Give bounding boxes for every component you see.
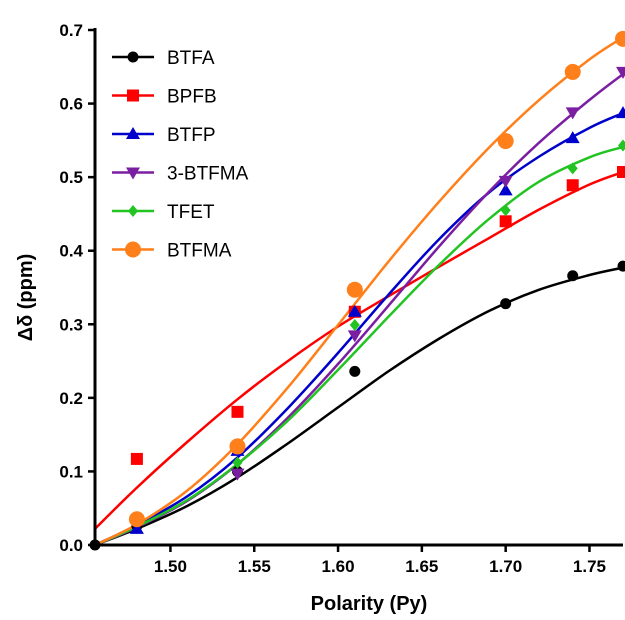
data-point-btfma: [229, 438, 245, 454]
legend-marker: [128, 205, 138, 217]
legend-marker: [128, 52, 139, 63]
legend: BTFA BPFB BTFP 3-BTFMA TFET BTFMA: [112, 48, 249, 262]
y-tick-label: 0.3: [59, 315, 83, 334]
data-point-btfma: [129, 511, 145, 527]
y-axis-title: Δδ (ppm): [15, 254, 37, 342]
data-point-btfma: [498, 133, 514, 149]
fit-curve-bpfb: [95, 172, 623, 529]
y-tick-label: 0.4: [59, 242, 83, 261]
legend-item-3-btfma: 3-BTFMA: [112, 164, 249, 185]
data-point-bpfb: [231, 406, 243, 418]
y-tick-label: 0.2: [59, 389, 83, 408]
legend-item-btfp: BTFP: [112, 125, 216, 146]
data-point-bpfb: [500, 215, 512, 227]
legend-marker: [125, 242, 141, 258]
data-point-btfa: [500, 298, 511, 309]
y-tick-label: 0.0: [59, 536, 83, 555]
x-tick-label: 1.65: [405, 557, 438, 576]
x-tick-label: 1.70: [489, 557, 522, 576]
legend-label: TFET: [167, 202, 215, 223]
data-point-btfma: [565, 64, 581, 80]
x-tick-label: 1.75: [573, 557, 606, 576]
data-point-layer: [90, 31, 625, 551]
legend-item-bpfb: BPFB: [112, 87, 217, 108]
legend-marker: [127, 90, 139, 102]
y-tick-label: 0.7: [59, 21, 83, 40]
legend-item-btfa: BTFA: [112, 48, 215, 69]
x-tick-label: 1.60: [322, 557, 355, 576]
data-point-btfma: [347, 282, 363, 298]
data-point-btfa: [349, 366, 360, 377]
x-tick-label: 1.55: [238, 557, 271, 576]
tick-layer: 1.50 1.55 1.60 1.65 1.70 1.75 0.0 0.1 0.2 0.3 0.4 0…: [59, 21, 606, 576]
legend-label: 3-BTFMA: [167, 164, 249, 185]
data-point-bpfb: [131, 453, 143, 465]
data-point-bpfb: [567, 179, 579, 191]
y-tick-label: 0.5: [59, 168, 83, 187]
data-point-bpfb: [617, 166, 625, 178]
x-tick-label: 1.50: [154, 557, 187, 576]
legend-label: BTFP: [167, 125, 216, 146]
data-point-tfet: [618, 140, 625, 152]
legend-label: BTFA: [167, 48, 215, 69]
y-tick-label: 0.6: [59, 95, 83, 114]
data-point-btfma: [615, 31, 625, 47]
legend-label: BTFMA: [167, 241, 232, 262]
legend-label: BPFB: [167, 87, 217, 108]
x-axis-title: Polarity (Py): [311, 593, 428, 615]
data-point-btfa: [618, 261, 625, 272]
data-point-btfa: [567, 270, 578, 281]
legend-item-btfma: BTFMA: [112, 241, 232, 262]
data-point-btfp: [616, 106, 625, 118]
legend-item-tfet: TFET: [112, 202, 215, 223]
data-point-tfet: [501, 204, 511, 216]
y-tick-label: 0.1: [59, 462, 83, 481]
